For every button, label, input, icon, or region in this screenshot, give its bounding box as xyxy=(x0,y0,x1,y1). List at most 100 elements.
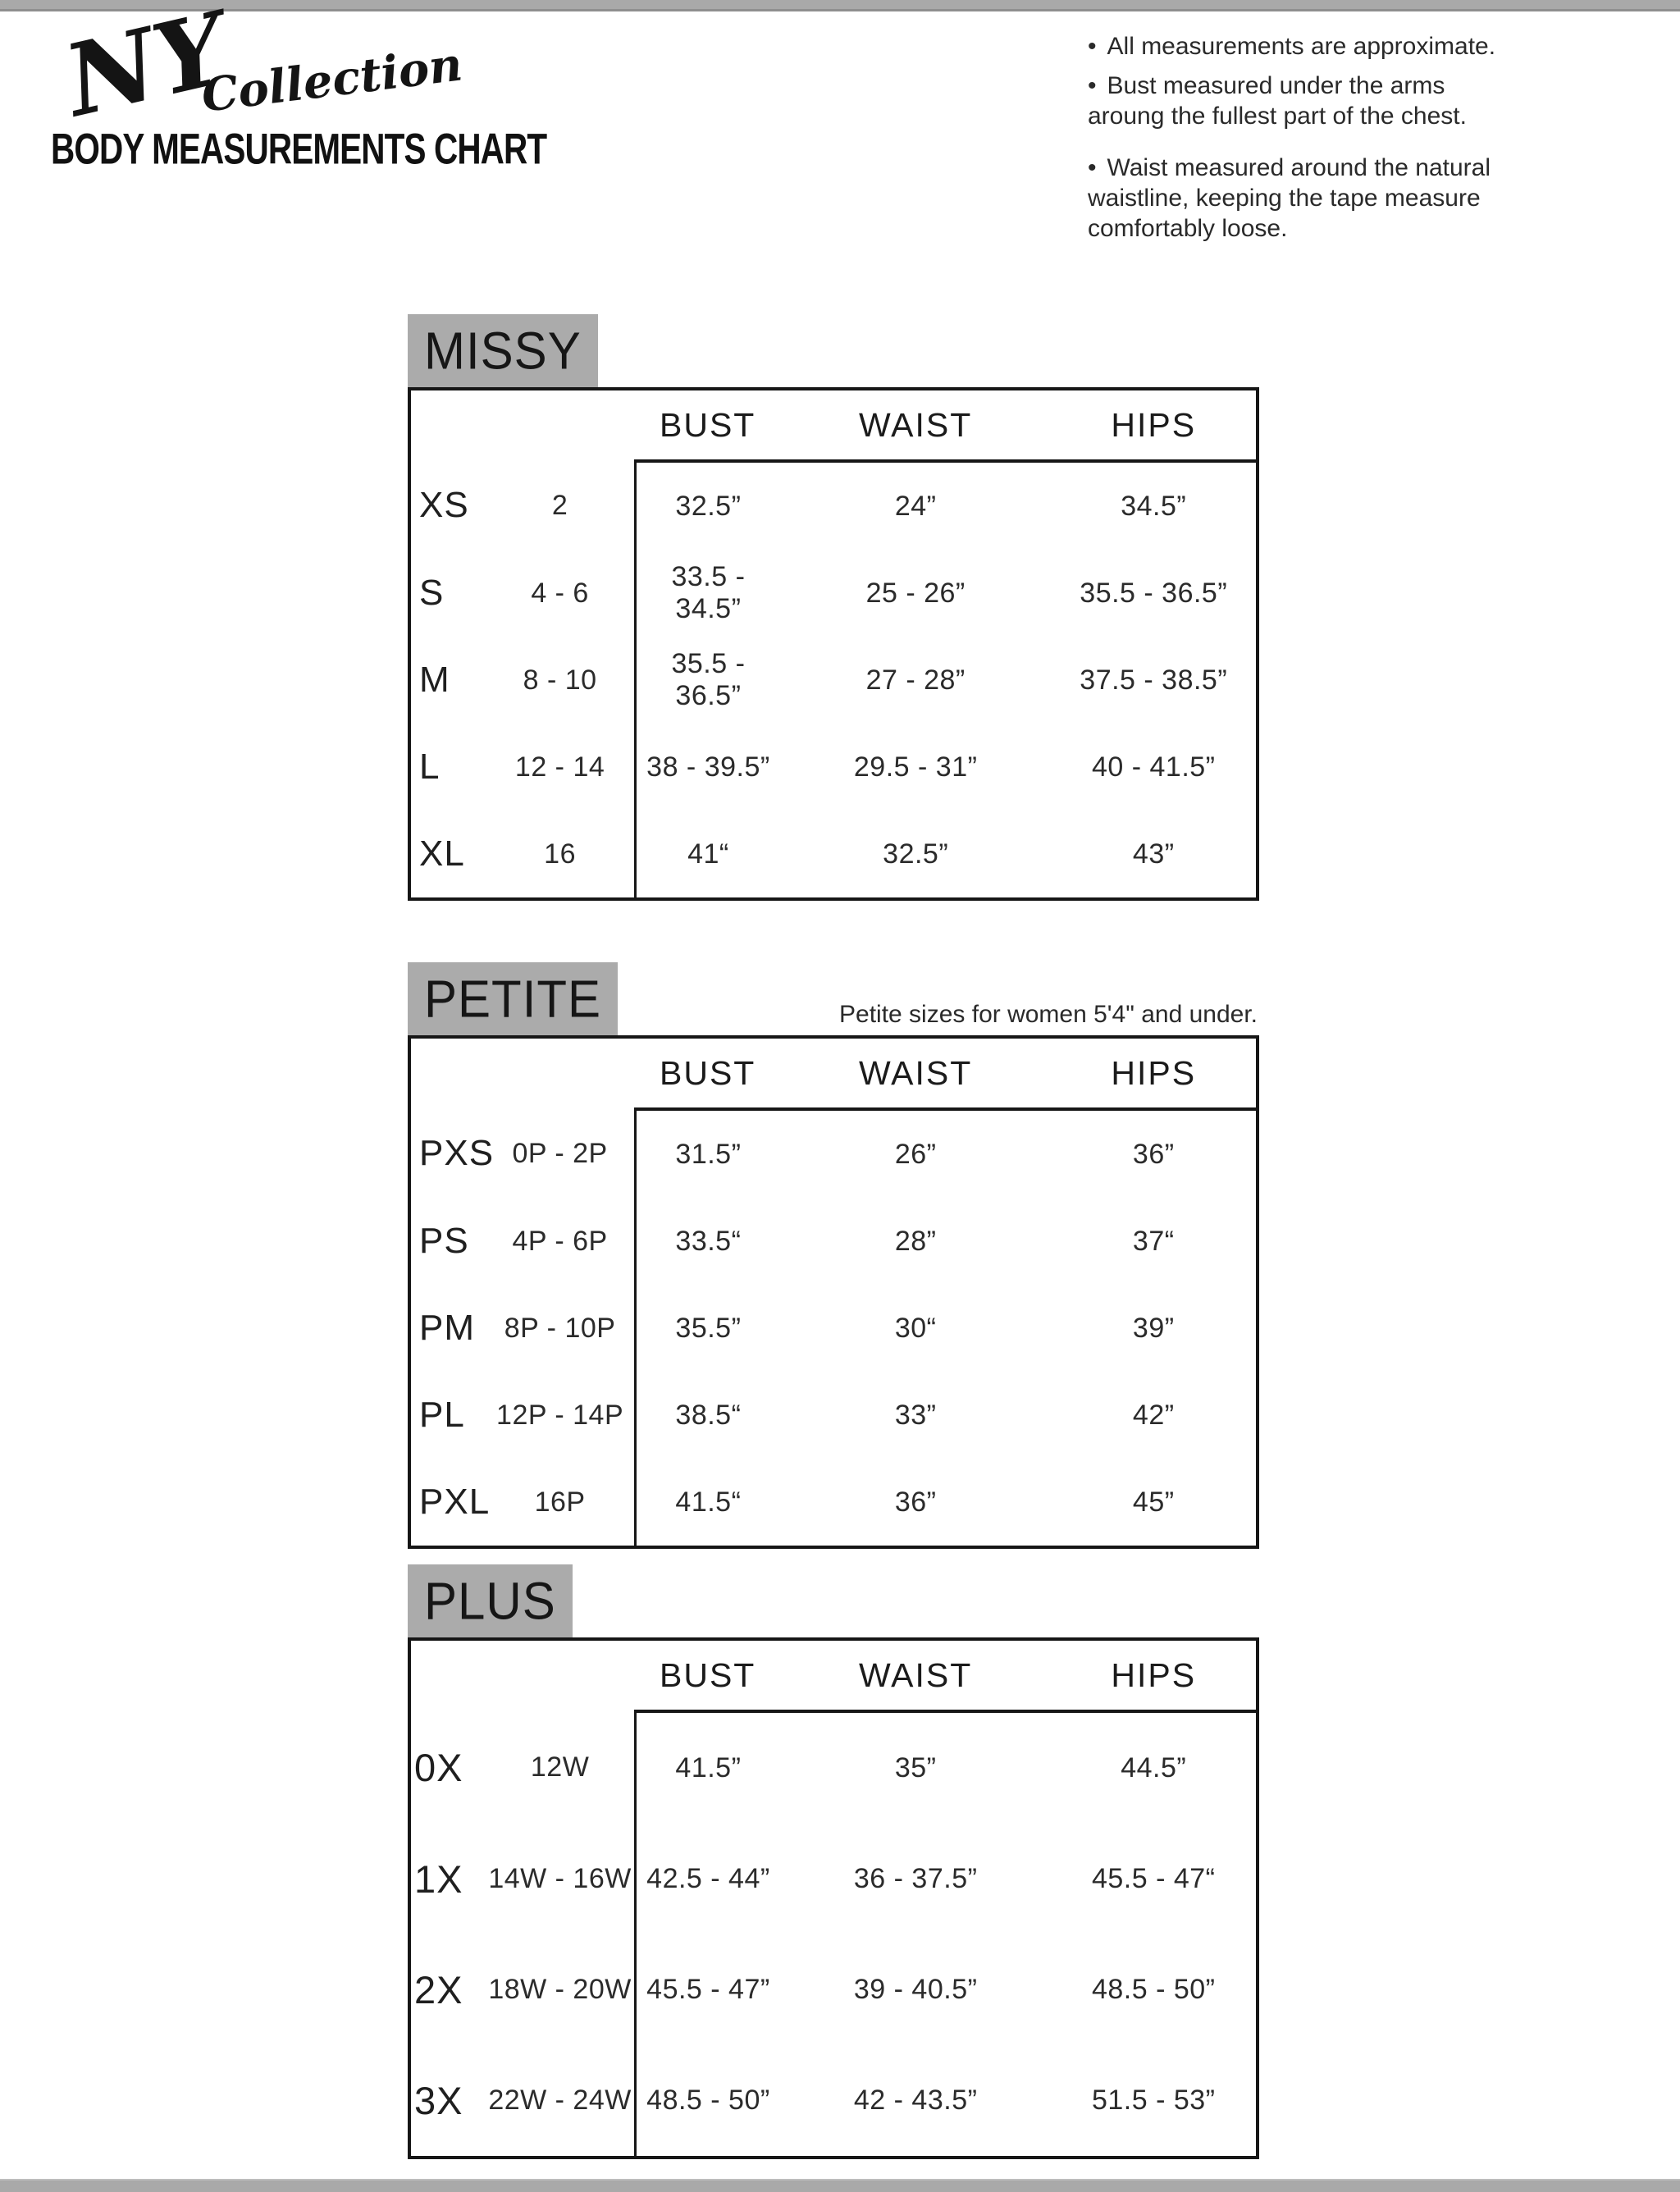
section-label: PLUS xyxy=(408,1564,573,1637)
column-header-waist: WAIST xyxy=(779,1639,1052,1713)
bust-cell: 33.5 - 34.5” xyxy=(634,550,780,637)
table-row: XS 2 32.5” 24” 34.5” xyxy=(409,461,1258,550)
note-item: • Waist measured around the natural waist… xyxy=(1088,153,1667,244)
bust-cell: 35.5 - 36.5” xyxy=(634,637,780,724)
size-cell: PM xyxy=(419,1308,475,1348)
column-spacer xyxy=(486,1639,635,1711)
waist-cell: 36” xyxy=(894,1486,937,1518)
hips-cell: 48.5 - 50” xyxy=(1091,1974,1216,2005)
bottom-gray-bar xyxy=(0,2179,1680,2192)
size-cell: 2X xyxy=(414,1968,463,2012)
missy-size-table: BUST WAIST HIPS XS 2 32.5” 24” 34.5” S 4… xyxy=(408,387,1259,901)
column-header-hips: HIPS xyxy=(1051,389,1258,463)
column-spacer xyxy=(409,1037,486,1109)
range-cell: 12 - 14 xyxy=(514,751,605,783)
column-spacer xyxy=(486,389,635,461)
note-item: • Bust measured under the arms aroung the… xyxy=(1088,71,1667,131)
waist-cell: 29.5 - 31” xyxy=(853,751,978,783)
petite-note: Petite sizes for women 5'4" and under. xyxy=(839,1001,1258,1028)
bust-cell: 48.5 - 50” xyxy=(634,2045,780,2158)
note-text: Bust measured under the arms aroung the … xyxy=(1088,72,1467,130)
hips-cell: 39” xyxy=(1132,1312,1175,1344)
brand-logo: NY Collection xyxy=(52,0,507,140)
size-cell: PXL xyxy=(419,1482,491,1522)
plus-size-table: BUST WAIST HIPS 0X 12W 41.5” 35” 44.5” 1… xyxy=(408,1637,1259,2159)
hips-cell: 44.5” xyxy=(1121,1752,1187,1783)
note-text: All measurements are approximate. xyxy=(1107,33,1496,60)
column-header-hips: HIPS xyxy=(1051,1639,1258,1713)
waist-cell: 35” xyxy=(894,1752,937,1783)
column-header-bust: BUST xyxy=(635,1639,780,1713)
size-cell: PS xyxy=(419,1221,469,1261)
hips-cell: 43” xyxy=(1132,838,1175,870)
size-cell: PXS xyxy=(419,1133,495,1173)
bust-cell: 42.5 - 44” xyxy=(634,1824,780,1934)
section-label: PETITE xyxy=(408,961,619,1035)
petite-size-table: BUST WAIST HIPS PXS 0P - 2P 31.5” 26” 36… xyxy=(408,1035,1259,1549)
range-cell: 4P - 6P xyxy=(512,1225,608,1257)
table-row: PXL 16P 41.5“ 36” 45” xyxy=(409,1459,1258,1547)
bust-cell: 45.5 - 47” xyxy=(634,1934,780,2045)
size-cell: S xyxy=(419,573,445,613)
header-row: BUST WAIST HIPS xyxy=(409,1037,1258,1111)
range-cell: 14W - 16W xyxy=(488,1863,632,1894)
waist-cell: 25 - 26” xyxy=(865,577,966,609)
hips-cell: 51.5 - 53” xyxy=(1091,2085,1216,2116)
waist-cell: 28” xyxy=(894,1225,937,1257)
note-item: • All measurements are approximate. xyxy=(1088,31,1667,62)
note-text: Waist measured around the natural waistl… xyxy=(1088,154,1491,242)
table-row: 2X 18W - 20W 45.5 - 47” 39 - 40.5” 48.5 … xyxy=(409,1934,1258,2045)
bust-cell: 35.5” xyxy=(634,1285,780,1372)
header-row: BUST WAIST HIPS xyxy=(409,389,1258,463)
table-row: S 4 - 6 33.5 - 34.5” 25 - 26” 35.5 - 36.… xyxy=(409,550,1258,637)
waist-cell: 24” xyxy=(894,490,937,522)
size-cell: XL xyxy=(419,833,465,874)
column-spacer xyxy=(409,389,486,461)
hips-cell: 42” xyxy=(1132,1399,1175,1431)
bullet-icon: • xyxy=(1088,72,1097,99)
range-cell: 16P xyxy=(534,1486,586,1518)
bullet-icon: • xyxy=(1088,33,1097,60)
size-cell: L xyxy=(419,747,441,787)
hips-cell: 40 - 41.5” xyxy=(1091,751,1216,783)
bust-cell: 38 - 39.5” xyxy=(634,724,780,811)
size-cell: PL xyxy=(419,1395,465,1435)
bullet-icon: • xyxy=(1088,154,1097,181)
bust-cell: 41.5” xyxy=(634,1711,780,1824)
hips-cell: 34.5” xyxy=(1121,490,1187,522)
table-row: PXS 0P - 2P 31.5” 26” 36” xyxy=(409,1109,1258,1198)
waist-cell: 30“ xyxy=(894,1312,937,1344)
size-cell: M xyxy=(419,660,450,700)
section-label: MISSY xyxy=(408,313,598,387)
size-cell: 0X xyxy=(414,1746,463,1789)
bust-cell: 38.5“ xyxy=(634,1372,780,1459)
size-cell: XS xyxy=(419,485,469,525)
hips-cell: 37.5 - 38.5” xyxy=(1080,664,1228,696)
waist-cell: 26” xyxy=(894,1138,937,1170)
hips-cell: 37“ xyxy=(1132,1225,1175,1257)
waist-cell: 36 - 37.5” xyxy=(853,1863,978,1894)
waist-cell: 39 - 40.5” xyxy=(853,1974,978,2005)
bust-cell: 32.5” xyxy=(634,461,780,550)
waist-cell: 32.5” xyxy=(883,838,949,870)
logo-collection-text: Collection xyxy=(199,37,465,122)
waist-cell: 27 - 28” xyxy=(865,664,966,696)
brand-logo-art: NY Collection xyxy=(52,0,465,140)
column-header-bust: BUST xyxy=(635,1037,780,1111)
column-spacer xyxy=(486,1037,635,1109)
measurement-notes: • All measurements are approximate. • Bust… xyxy=(1088,31,1667,253)
column-header-bust: BUST xyxy=(635,389,780,463)
range-cell: 2 xyxy=(551,489,568,521)
table-row: PM 8P - 10P 35.5” 30“ 39” xyxy=(409,1285,1258,1372)
table-row: 1X 14W - 16W 42.5 - 44” 36 - 37.5” 45.5 … xyxy=(409,1824,1258,1934)
range-cell: 0P - 2P xyxy=(512,1137,608,1169)
table-row: L 12 - 14 38 - 39.5” 29.5 - 31” 40 - 41.… xyxy=(409,724,1258,811)
bust-cell: 33.5“ xyxy=(634,1198,780,1285)
hips-cell: 45.5 - 47“ xyxy=(1091,1863,1216,1894)
range-cell: 8 - 10 xyxy=(523,664,597,696)
range-cell: 12W xyxy=(530,1751,590,1783)
column-header-waist: WAIST xyxy=(779,389,1052,463)
table-row: PL 12P - 14P 38.5“ 33” 42” xyxy=(409,1372,1258,1459)
column-header-hips: HIPS xyxy=(1051,1037,1258,1111)
top-gray-bar xyxy=(0,0,1680,11)
